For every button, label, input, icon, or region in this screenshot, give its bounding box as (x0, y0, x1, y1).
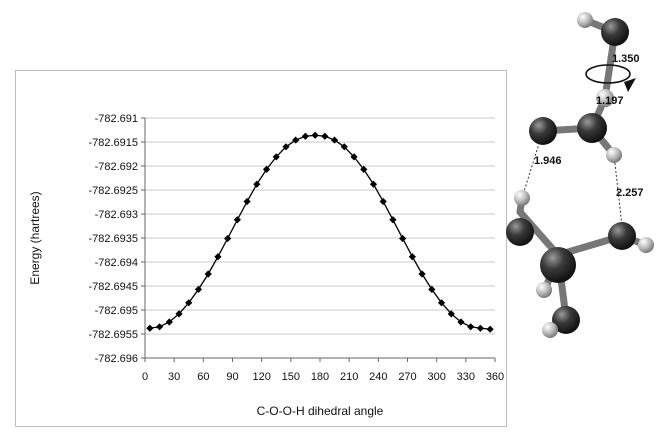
carbon-atom (577, 113, 607, 143)
molecule-bonds (516, 16, 650, 332)
y-tick-label: -782.6915 (88, 137, 138, 149)
y-tick-label: -782.6945 (88, 281, 138, 293)
hydrogen-atom (536, 282, 552, 298)
bond-length-label: 2.257 (616, 187, 644, 199)
data-point (389, 216, 397, 224)
data-point (447, 310, 455, 318)
x-tick-label: 180 (311, 371, 329, 383)
hydrogen-atom (542, 322, 558, 338)
y-tick-labels: -782.691 -782.6915 -782.692 -782.6925 -782.6… (88, 113, 145, 365)
data-point (214, 253, 222, 261)
x-tick-label: 30 (168, 371, 180, 383)
series-energy (146, 131, 494, 333)
data-point (146, 324, 154, 332)
data-point (321, 132, 329, 140)
data-point (350, 153, 358, 161)
series-line (149, 134, 491, 330)
y-axis-title: Energy (hartrees) (28, 191, 42, 284)
x-tick-label: 210 (340, 371, 358, 383)
data-point (204, 270, 212, 278)
y-tick-label: -782.693 (95, 209, 138, 221)
y-tick-label: -782.6925 (88, 185, 138, 197)
rotation-ellipse (585, 64, 631, 84)
data-point (175, 310, 183, 318)
y-tick-label: -782.691 (95, 113, 138, 125)
data-point (262, 165, 271, 173)
data-point (155, 323, 164, 331)
x-tick-label: 90 (226, 371, 238, 383)
x-tick-label: 270 (398, 371, 416, 383)
data-point (457, 318, 465, 326)
data-point (233, 216, 241, 224)
data-point (360, 165, 368, 173)
grid-lines (145, 117, 495, 359)
x-tick-labels: 0 30 60 90 120 150 180 210 240 270 300 330 360 (142, 358, 504, 383)
data-point (272, 153, 280, 161)
central-atom (540, 247, 576, 283)
x-tick-label: 300 (427, 371, 445, 383)
data-point (340, 143, 348, 151)
data-point (301, 132, 310, 140)
data-point (428, 285, 436, 293)
data-point (408, 253, 416, 261)
x-axis-title: C-O-O-H dihedral angle (257, 404, 384, 418)
data-point (330, 136, 339, 144)
molecule-atoms (506, 12, 654, 338)
data-point (282, 143, 290, 151)
data-point (369, 180, 378, 188)
data-point (185, 299, 193, 307)
x-tick-label: 240 (369, 371, 387, 383)
data-point (165, 318, 173, 326)
bond-length-label: 1.197 (596, 95, 624, 107)
arrow-head-icon (624, 78, 636, 92)
data-point (399, 234, 407, 243)
data-point (486, 325, 494, 333)
data-point (194, 285, 203, 293)
x-tick-label: 60 (197, 371, 209, 383)
oxygen-atom (601, 18, 629, 46)
data-point (379, 197, 387, 206)
rotation-arrow-icon (585, 64, 636, 92)
chart-frame (15, 70, 507, 427)
data-point (292, 136, 300, 144)
oxygen-atom (529, 117, 557, 145)
y-tick-label: -782.6955 (88, 329, 138, 341)
data-point (253, 180, 261, 188)
x-tick-label: 120 (252, 371, 270, 383)
hydrogen-atom (606, 147, 622, 163)
y-tick-label: -782.692 (95, 161, 138, 173)
data-point (437, 299, 446, 307)
hydrogen-atom (596, 89, 614, 107)
x-tick-label: 150 (282, 371, 300, 383)
oxygen-atom (608, 222, 636, 250)
data-point (418, 270, 426, 278)
bond-length-label: 1.350 (612, 53, 640, 65)
y-tick-label: -782.694 (95, 257, 138, 269)
y-tick-label: -782.696 (95, 353, 138, 365)
data-point (243, 197, 251, 206)
bond (516, 208, 562, 259)
bond-length-label: 1.946 (534, 155, 562, 167)
x-tick-label: 360 (486, 371, 504, 383)
data-point (476, 324, 485, 332)
x-tick-label: 0 (142, 371, 148, 383)
oxygen-atom (506, 218, 534, 246)
hydrogen-atom (514, 190, 530, 206)
y-tick-label: -782.695 (95, 305, 138, 317)
oxygen-atom (552, 306, 580, 334)
hydrogen-atom (577, 12, 593, 28)
data-point (311, 131, 319, 139)
data-point (224, 234, 232, 243)
y-tick-label: -782.6935 (88, 233, 138, 245)
hydrogen-atom (638, 237, 654, 253)
x-tick-label: 330 (457, 371, 475, 383)
data-point (467, 323, 475, 331)
